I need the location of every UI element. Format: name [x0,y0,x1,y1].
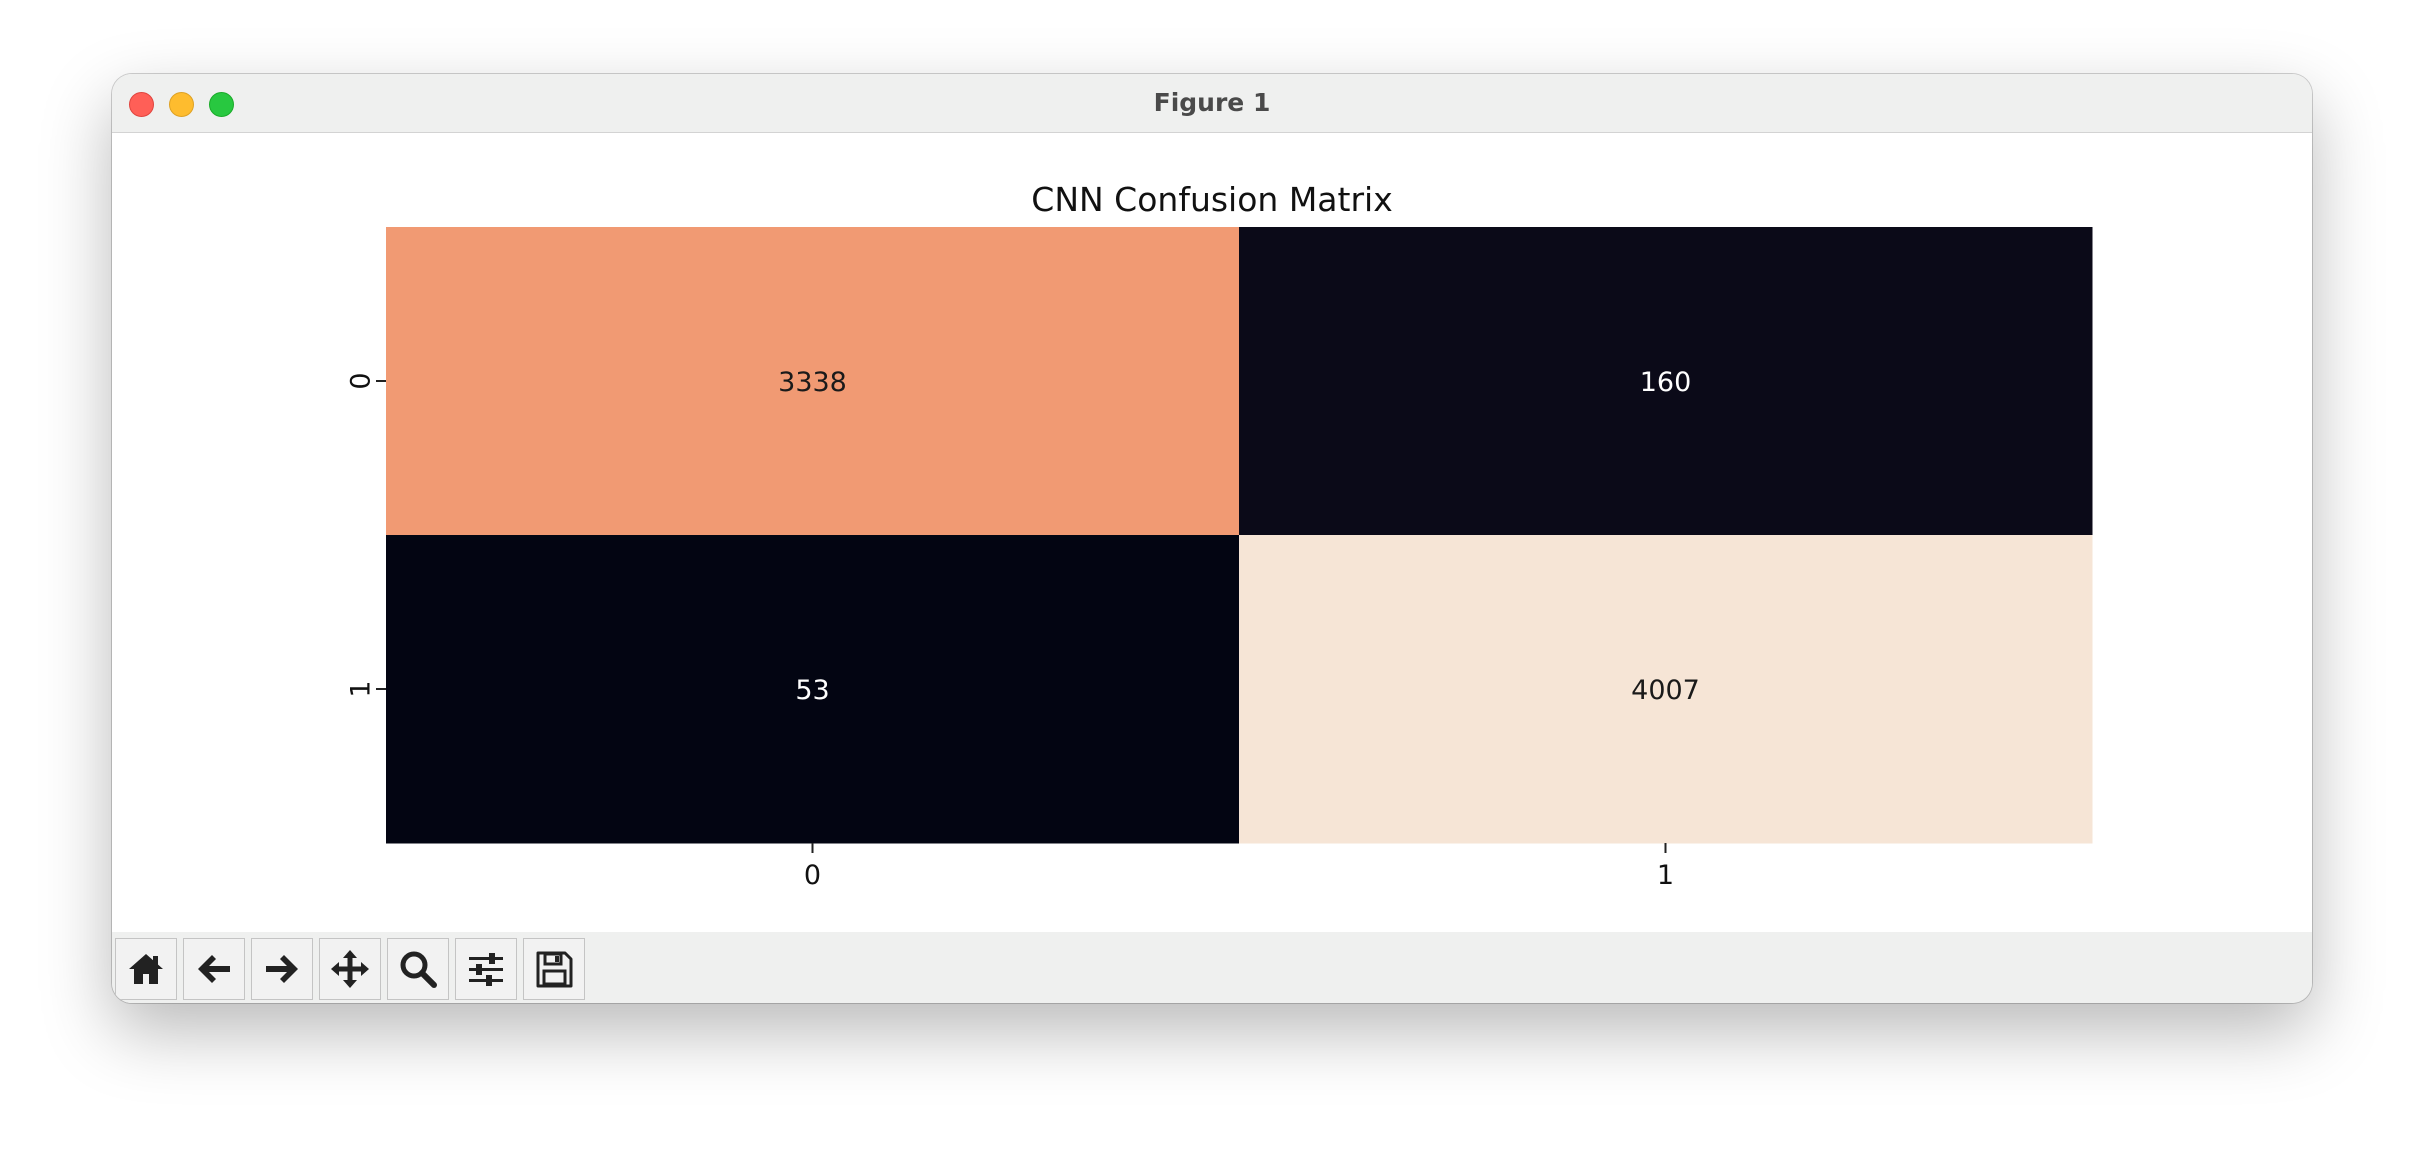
floppy-disk-icon [536,951,573,988]
heatmap-chart: CNN Confusion Matrix 3338 160 53 4007 0 1 0 1 [346,180,2093,891]
zoom-button[interactable] [387,938,449,1000]
x-tick-label-1: 1 [1657,860,1674,891]
heatmap-cell-0-0 [386,227,1240,536]
arrow-left-icon [198,955,230,983]
cell-value-label-1-1: 4007 [1631,675,1700,706]
y-tick-label-1: 1 [346,680,377,697]
figure-window: Figure 1 CNN Confusion Matrix 3338 160 53 4… [112,74,2312,1003]
chart-title: CNN Confusion Matrix [1031,180,1392,219]
cell-value-label-1-0: 53 [795,675,829,706]
back-button[interactable] [183,938,245,1000]
cell-value-label-0-1: 160 [1640,367,1692,398]
configure-subplots-button[interactable] [455,938,517,1000]
forward-button[interactable] [251,938,313,1000]
window-title: Figure 1 [1153,88,1271,117]
heatmap-cell-0-1 [1239,227,2093,536]
pan-button[interactable] [319,938,381,1000]
x-tick-label-0: 0 [804,860,821,891]
home-icon [129,954,163,984]
sliders-icon [469,953,503,986]
heatmap-cell-1-0 [386,535,1240,844]
magnifier-icon [400,951,437,988]
maximize-button[interactable] [209,92,234,117]
arrow-right-icon [266,955,298,983]
close-button[interactable] [129,92,154,117]
y-tick-label-0: 0 [346,372,377,389]
figure-canvas[interactable]: CNN Confusion Matrix 3338 160 53 4007 0 1 0 1 [112,133,2312,932]
heatmap-cell-1-1 [1239,535,2093,844]
home-button[interactable] [115,938,177,1000]
cell-value-label-0-0: 3338 [778,367,847,398]
minimize-button[interactable] [169,92,194,117]
title-bar[interactable]: Figure 1 [112,74,2312,133]
save-button[interactable] [523,938,585,1000]
navigation-toolbar [112,932,2312,1003]
move-icon [331,950,369,988]
